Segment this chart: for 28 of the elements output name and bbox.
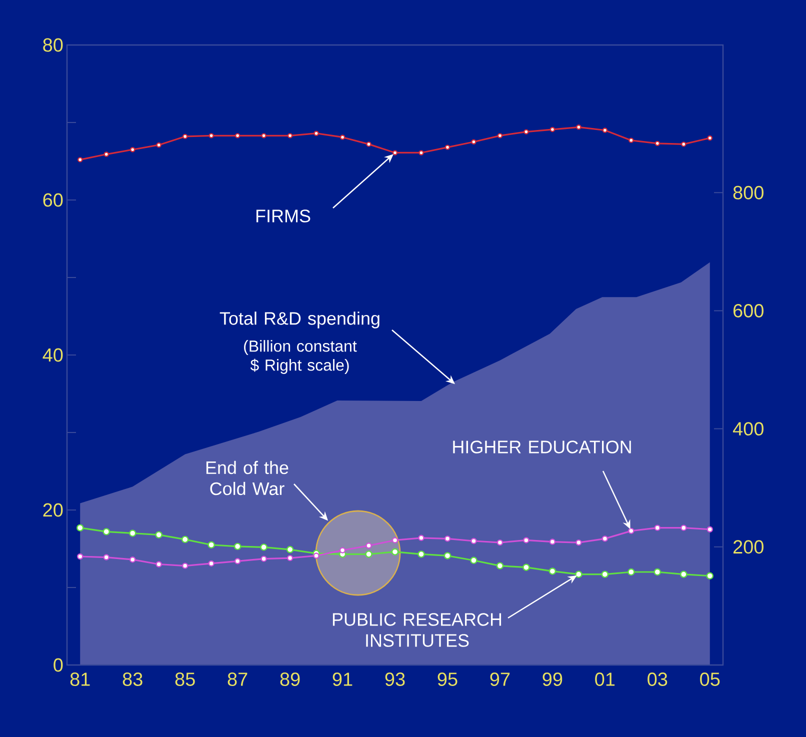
- x-tick-label: 03: [648, 672, 668, 686]
- text: PUBLIC RESEARCH INSTITUTES: [332, 613, 502, 647]
- x-tick-label: 87: [228, 672, 248, 686]
- x-tick-label: 89: [280, 672, 300, 686]
- y2-tick-label: 200: [733, 540, 764, 554]
- x-tick-label: 97: [490, 672, 510, 686]
- x-tick-label: 99: [542, 672, 562, 686]
- y2-tick-label: 400: [732, 422, 764, 436]
- y2-tick-label: 800: [733, 186, 764, 200]
- text: FIRMS: [256, 210, 310, 222]
- y-tick-label: 40: [42, 348, 63, 362]
- y-tick-label: 20: [43, 503, 63, 517]
- y-tick-label: 60: [43, 193, 63, 207]
- x-tick-label: 85: [175, 672, 195, 686]
- x-tick-label: 83: [122, 672, 142, 686]
- annotation: (Billion constant $ Right scale): [244, 340, 357, 374]
- x-tick-label: 81: [70, 672, 90, 686]
- y-tick-label: 80: [43, 38, 63, 52]
- x-tick-label: 05: [700, 672, 720, 686]
- x-tick-label: 95: [438, 672, 458, 686]
- y2-tick-label: 600: [733, 304, 764, 318]
- text: HIGHER EDUCATION: [453, 440, 631, 454]
- x-tick-label: 01: [595, 672, 615, 686]
- y-tick-label: 0: [54, 658, 63, 672]
- annotation: End of the Cold War: [206, 460, 288, 496]
- x-tick-label: 91: [332, 672, 352, 686]
- x-tick-label: 93: [385, 672, 405, 686]
- text: Total R&D spending: [220, 312, 380, 328]
